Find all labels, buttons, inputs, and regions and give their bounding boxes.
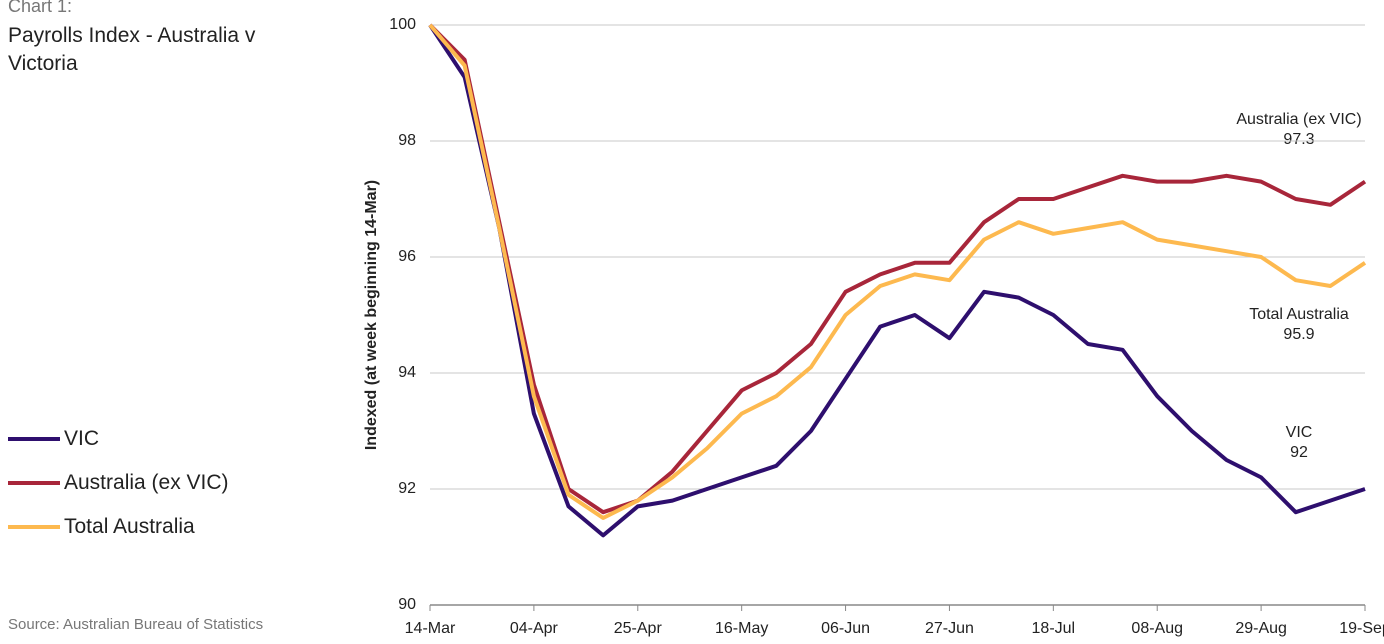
end-label: Australia (ex VIC) 97.3 (1224, 110, 1374, 150)
x-tick-label: 27-Jun (925, 620, 974, 637)
end-label-name: VIC (1285, 424, 1313, 441)
x-tick-label: 19-Sep (1339, 620, 1384, 637)
series-line (428, 23, 1367, 520)
y-tick-label: 96 (398, 248, 416, 265)
x-tick-label: 06-Jun (821, 620, 870, 637)
end-label: Total Australia 95.9 (1224, 305, 1374, 345)
series-line (428, 23, 1366, 538)
x-tick-label: 18-Jul (1032, 620, 1076, 637)
chart-title: Payrolls Index - Australia v Victoria (8, 24, 256, 75)
y-tick-label: 94 (398, 364, 416, 381)
end-label-name: Australia (ex VIC) (1236, 110, 1362, 128)
end-label-value: 95.9 (1283, 325, 1315, 343)
x-tick-label: 29-Aug (1235, 620, 1287, 637)
end-label-name: Total Australia (1249, 305, 1349, 323)
legend-label: Australia (ex VIC) (64, 471, 229, 494)
chart-label: Chart 1: (8, 0, 73, 16)
y-tick-label: 98 (398, 132, 416, 149)
legend-swatch (8, 437, 60, 441)
x-tick-label: 16-May (715, 620, 768, 637)
series-line (428, 23, 1367, 515)
legend-label: Total Australia (64, 515, 195, 538)
legend-swatch (8, 525, 60, 529)
x-tick-label: 14-Mar (405, 620, 456, 637)
end-label-value: 97.3 (1283, 130, 1315, 148)
x-tick-label: 04-Apr (510, 620, 559, 637)
legend-swatch (8, 481, 60, 485)
y-tick-label: 92 (398, 480, 416, 497)
x-tick-label: 25-Apr (614, 620, 663, 637)
legend-item: Total Australia (8, 515, 195, 539)
source: Source: Australian Bureau of Statistics (8, 616, 264, 633)
end-label: VIC 92 (1224, 423, 1374, 463)
y-tick-label: 90 (398, 596, 416, 613)
x-tick-label: 08-Aug (1131, 620, 1183, 637)
legend-item: VIC (8, 427, 99, 451)
legend-label: VIC (64, 427, 100, 450)
legend-item: Australia (ex VIC) (8, 471, 229, 495)
y-axis-label: Indexed (at week beginning 14-Mar) (363, 180, 380, 450)
end-label-value: 92 (1290, 444, 1308, 461)
y-tick-label: 100 (389, 16, 416, 33)
